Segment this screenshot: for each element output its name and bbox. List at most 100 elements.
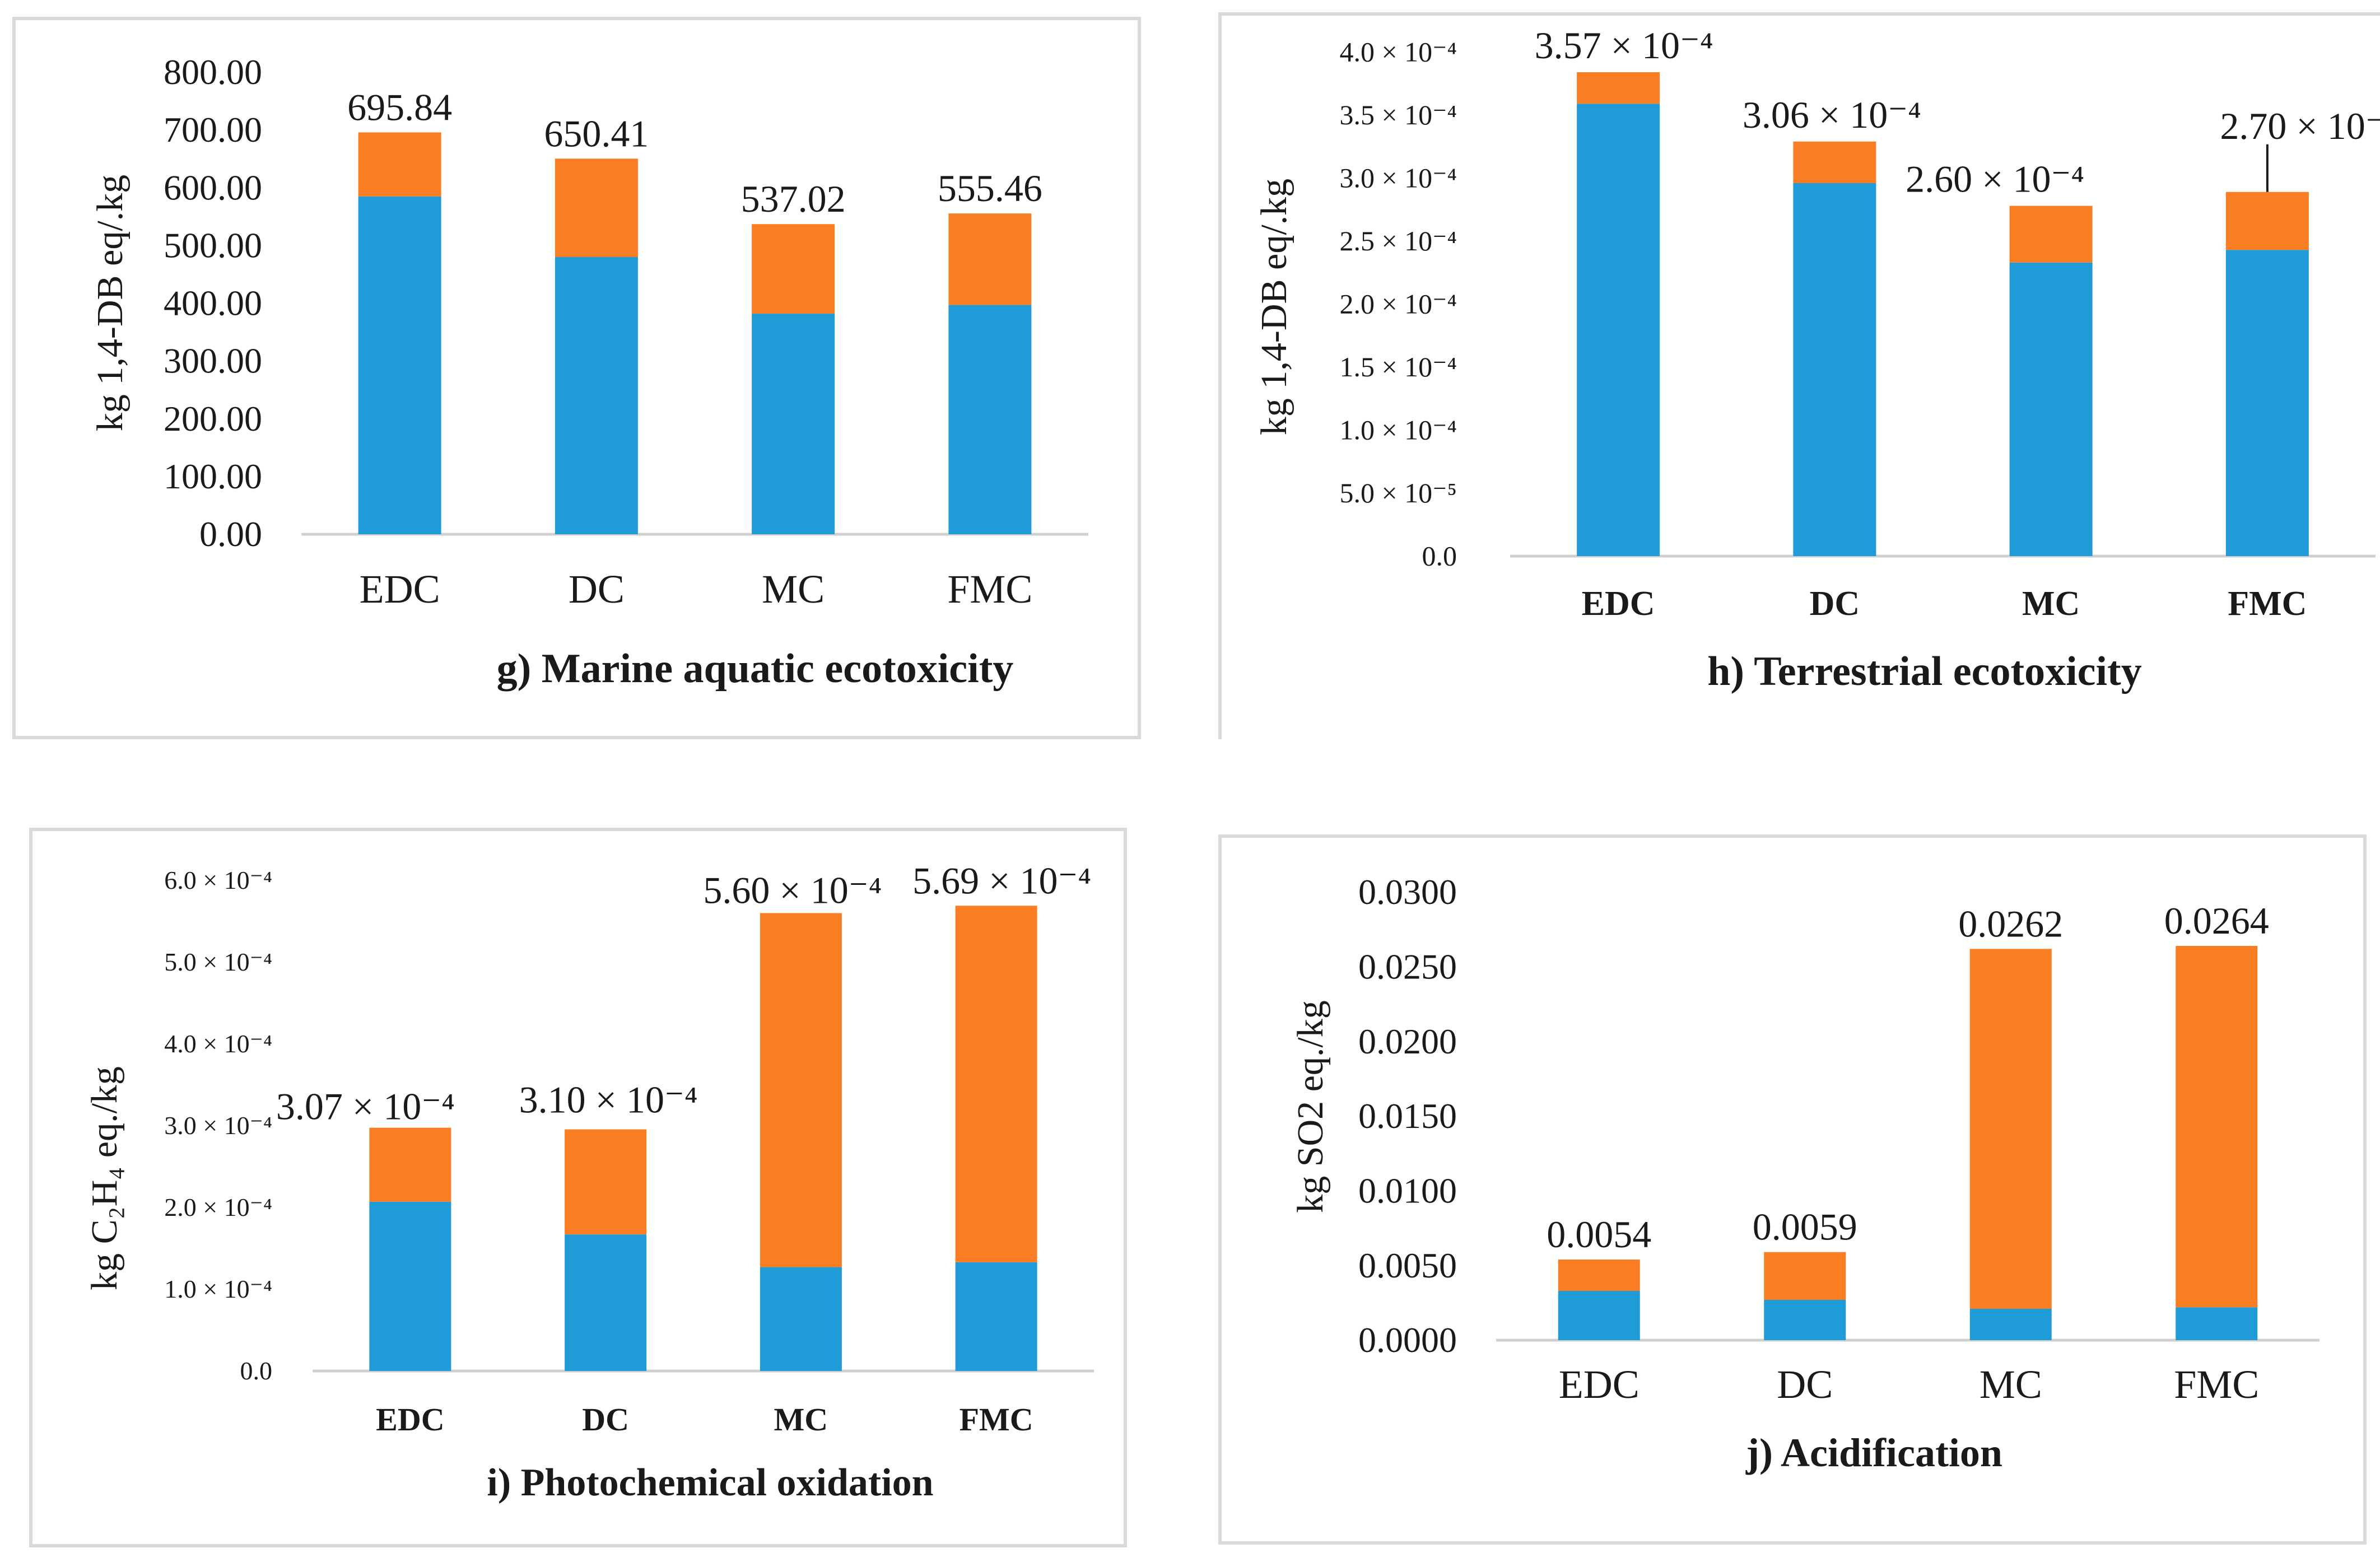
x-tick-label: EDC <box>360 567 440 612</box>
y-tick-label: 0.0050 <box>1358 1246 1457 1285</box>
data-label: 537.02 <box>741 178 846 220</box>
data-label: 555.46 <box>938 167 1042 209</box>
y-tick-label: 200.00 <box>164 399 262 439</box>
x-tick-label: DC <box>582 1401 629 1438</box>
x-tick-label: EDC <box>376 1401 444 1438</box>
bar-segment-base <box>1793 183 1876 556</box>
y-tick-label: 2.0 × 10⁻⁴ <box>164 1193 272 1221</box>
bar-segment-top <box>358 132 441 197</box>
x-tick-label: DC <box>1777 1362 1833 1407</box>
x-tick-label: EDC <box>1582 585 1655 623</box>
bar-segment-base <box>369 1201 451 1371</box>
y-tick-label: 1.0 × 10⁻⁴ <box>1339 414 1457 446</box>
bar-segment-top <box>2176 946 2258 1308</box>
y-tick-label: 0.0200 <box>1358 1022 1457 1061</box>
bar-segment-base <box>948 305 1032 534</box>
data-label: 0.0054 <box>1547 1213 1651 1256</box>
y-tick-label: 1.5 × 10⁻⁴ <box>1339 351 1457 383</box>
chart-title: g) Marine aquatic ecotoxicity <box>497 646 1014 692</box>
y-tick-label: 0.0150 <box>1358 1096 1457 1136</box>
chart-marine-aquatic-ecotoxicity: 0.00 100.00 200.00 300.00 400.00 500.00 600.00… <box>90 52 1088 692</box>
x-tick-label: MC <box>2022 585 2080 623</box>
y-tick-label: 3.0 × 10⁻⁴ <box>1339 162 1457 194</box>
y-axis-label: kg 1,4-DB eq/.kg <box>1254 179 1294 435</box>
bar-segment-top <box>955 906 1037 1262</box>
chart-panel-marine-aquatic-ecotoxicity: 0.00 100.00 200.00 300.00 400.00 500.00 600.00… <box>12 17 1141 739</box>
y-tick-label: 0.0300 <box>1358 872 1457 912</box>
bar-segment-base <box>358 196 441 534</box>
bar-segment-top <box>565 1129 647 1235</box>
y-tick-label: 700.00 <box>164 110 262 150</box>
chart-panel-terrestrial-ecotoxicity: 0.0 5.0 × 10⁻⁵ 1.0 × 10⁻⁴ 1.5 × 10⁻⁴ 2.0 × 1… <box>1218 12 2380 739</box>
x-tick-label: FMC <box>960 1401 1033 1438</box>
bar-segment-base <box>2225 250 2309 556</box>
data-label: 650.41 <box>544 112 649 155</box>
data-label: 0.0264 <box>2164 899 2269 942</box>
y-tick-label: 6.0 × 10⁻⁴ <box>164 866 272 894</box>
bar-segment-top <box>369 1127 451 1202</box>
y-tick-label: 0.0000 <box>1358 1320 1457 1360</box>
bar-segment-top <box>948 213 1032 305</box>
y-axis-label: kg 1,4-DB eq/.kg <box>90 175 131 431</box>
x-tick-label: EDC <box>1559 1362 1640 1407</box>
bar-segment-top <box>1793 141 1876 183</box>
bar-segment-base <box>555 257 638 534</box>
chart-acidification: 0.0000 0.0050 0.0100 0.0150 0.0200 0.0250 0.03… <box>1290 872 2320 1475</box>
x-tick-label: MC <box>774 1401 828 1438</box>
bar-segment-top <box>1764 1252 1846 1300</box>
bar-segment-top <box>1969 949 2052 1309</box>
y-tick-label: 3.0 × 10⁻⁴ <box>164 1111 272 1140</box>
y-axis-label: kg C₂H₄ eq./kg <box>84 1066 125 1290</box>
y-tick-label: 500.00 <box>164 225 262 265</box>
data-label: 3.07 × 10⁻⁴ <box>276 1085 455 1128</box>
data-label: 0.0059 <box>1753 1206 1857 1248</box>
y-tick-label: 600.00 <box>164 167 262 207</box>
y-tick-label: 0.0 <box>1422 540 1457 572</box>
y-tick-label: 800.00 <box>164 52 262 92</box>
bar-segment-base <box>565 1234 647 1371</box>
bar-segment-top <box>555 158 638 257</box>
x-tick-label: FMC <box>947 567 1032 612</box>
y-tick-label: 5.0 × 10⁻⁴ <box>164 948 272 976</box>
data-label: 2.60 × 10⁻⁴ <box>1906 158 2084 200</box>
chart-panel-photochemical-oxidation: 0.0 1.0 × 10⁻⁴ 2.0 × 10⁻⁴ 3.0 × 10⁻⁴ 4.0 × 1… <box>29 828 1127 1547</box>
y-tick-label: 4.0 × 10⁻⁴ <box>164 1029 272 1058</box>
bar-segment-top <box>2225 192 2309 250</box>
y-tick-label: 4.0 × 10⁻⁴ <box>1339 36 1457 68</box>
y-tick-label: 0.0100 <box>1358 1170 1457 1210</box>
y-tick-label: 100.00 <box>164 456 262 496</box>
chart-terrestrial-ecotoxicity: 0.0 5.0 × 10⁻⁵ 1.0 × 10⁻⁴ 1.5 × 10⁻⁴ 2.0 × 1… <box>1254 24 2380 694</box>
bar-segment-base <box>760 1267 842 1371</box>
y-tick-label: 300.00 <box>164 341 262 381</box>
bar-segment-base <box>2009 262 2093 556</box>
data-label: 2.70 × 10⁻⁴ <box>2220 105 2380 147</box>
y-tick-label: 3.5 × 10⁻⁴ <box>1339 99 1457 130</box>
data-label: 3.57 × 10⁻⁴ <box>1535 24 1713 67</box>
y-tick-label: 0.00 <box>199 514 262 554</box>
x-tick-label: MC <box>1980 1362 2042 1407</box>
y-tick-label: 2.0 × 10⁻⁴ <box>1339 288 1457 320</box>
bar-segment-top <box>2009 206 2093 263</box>
chart-panel-acidification: 0.0000 0.0050 0.0100 0.0150 0.0200 0.0250 0.03… <box>1218 834 2367 1545</box>
data-label: 5.60 × 10⁻⁴ <box>703 869 882 911</box>
data-label: 5.69 × 10⁻⁴ <box>912 859 1091 902</box>
chart-title: i) Photochemical oxidation <box>487 1461 933 1504</box>
data-label: 3.06 × 10⁻⁴ <box>1743 94 1921 136</box>
bar-segment-top <box>1558 1260 1640 1291</box>
bar-segment-base <box>1969 1309 2052 1340</box>
bar-segment-top <box>1577 72 1660 104</box>
bar-segment-top <box>752 224 835 314</box>
bar-segment-base <box>2176 1307 2258 1340</box>
x-tick-label: MC <box>762 567 825 612</box>
bar-segment-base <box>1577 104 1660 556</box>
bar-segment-base <box>1558 1291 1640 1340</box>
y-axis-label: kg SO2 eq./kg <box>1290 1000 1331 1213</box>
data-label: 0.0262 <box>1958 902 2063 945</box>
y-tick-label: 0.0250 <box>1358 946 1457 986</box>
chart-photochemical-oxidation: 0.0 1.0 × 10⁻⁴ 2.0 × 10⁻⁴ 3.0 × 10⁻⁴ 4.0 × 1… <box>84 859 1094 1504</box>
bar-segment-base <box>752 314 835 534</box>
bar-segment-base <box>1764 1300 1846 1340</box>
data-label: 3.10 × 10⁻⁴ <box>519 1079 698 1121</box>
y-tick-label: 1.0 × 10⁻⁴ <box>164 1275 272 1303</box>
x-tick-label: FMC <box>2228 585 2307 623</box>
